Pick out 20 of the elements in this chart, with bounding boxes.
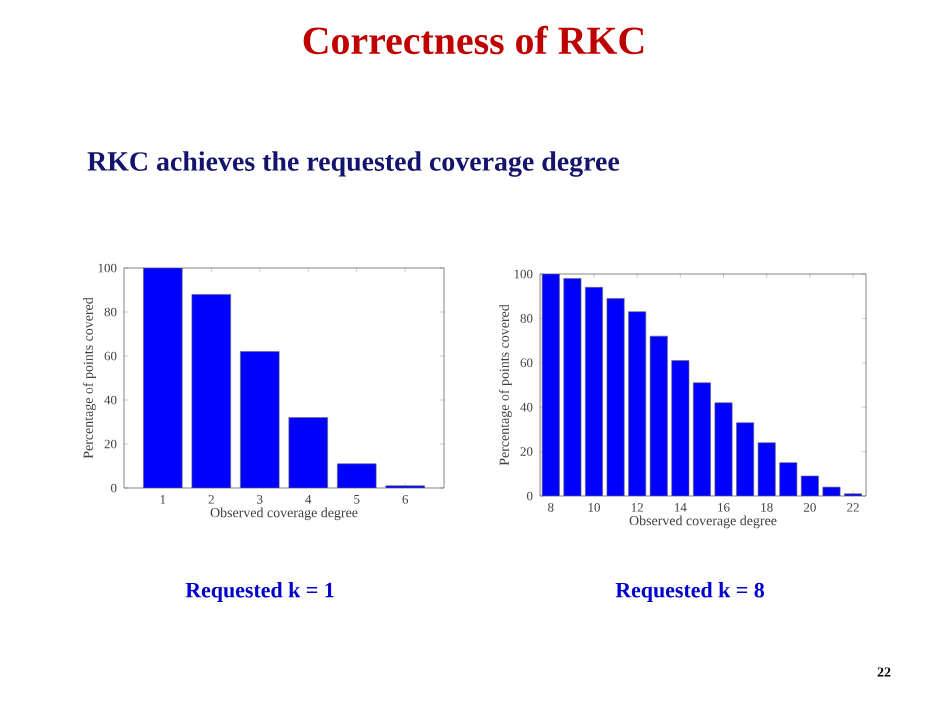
- bar: [606, 298, 625, 496]
- bar: [542, 274, 560, 496]
- bar: [143, 268, 183, 488]
- chart-subtitle: RKC achieves the requested coverage degree: [87, 151, 620, 177]
- bar: [693, 382, 711, 496]
- bar: [628, 311, 647, 496]
- bar: [240, 351, 280, 488]
- bar: [288, 417, 328, 488]
- chart-title: Correctness of RKC: [303, 25, 644, 55]
- bar: [191, 294, 231, 488]
- bar: [649, 335, 668, 496]
- text: Requested k = 1: [185, 582, 334, 602]
- bar: [585, 287, 603, 496]
- bar: [337, 463, 377, 488]
- bar: [757, 442, 776, 496]
- text: Requested k = 8: [615, 582, 765, 602]
- bar: [736, 422, 755, 496]
- bar: [563, 278, 582, 496]
- bar: [671, 360, 690, 496]
- bar: [714, 402, 733, 496]
